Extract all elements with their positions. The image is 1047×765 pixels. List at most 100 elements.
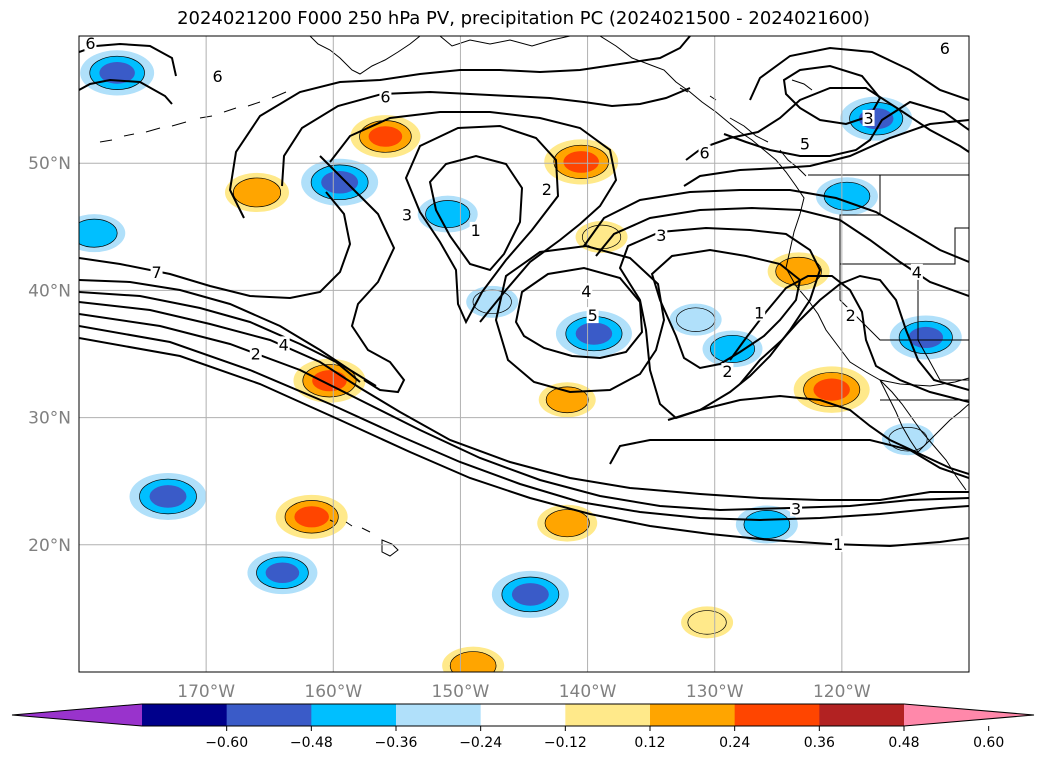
pv-contour-east-low-2 [618,226,822,420]
contour-label: 6 [85,34,95,53]
precip-shade [294,506,329,528]
colorbar-segment [311,704,397,726]
colorbar-segment [480,704,566,726]
precip-blob [793,366,870,413]
lat-tick-label: 50°N [28,154,71,174]
contour-label: 2 [251,344,261,363]
pv-contour-south-3 [79,291,361,383]
contour-label: 6 [940,39,950,58]
pv-contour-1-east [729,275,969,403]
contour-label-bg [379,88,392,105]
contour-label-bg [580,282,593,299]
colorbar-tick-label: 0.12 [634,735,665,751]
contour-label: 6 [699,143,709,162]
precip-blob [293,358,366,403]
pv-contour-ridge-1 [683,119,969,187]
colorbar-tick-label: 0.48 [888,735,919,751]
precip-shade [511,583,549,606]
precip-blob [247,551,318,595]
colorbar-tick-label: −0.12 [544,735,587,751]
colorbar-segment [396,704,482,726]
precip-blob [681,606,734,639]
contour-label-bg [910,263,923,280]
lon-tick-label: 130°W [686,682,744,702]
precip-shade [265,562,300,584]
pv-contour-south-6 [79,325,969,522]
precip-shade [99,62,135,84]
lon-tick-label: 170°W [177,682,235,702]
contour-label: 3 [791,499,801,518]
contour-label-bg [698,144,711,161]
contour-label-bg [401,206,414,223]
pv-contour-cutoff-2 [494,244,666,394]
colorbar-outline [11,703,1035,727]
contour-label-bg [249,345,262,362]
colorbar-extend-low [12,704,142,726]
precip-shade [681,606,734,639]
contour-label: 6 [380,87,390,106]
contour-label: 5 [800,134,810,153]
contour-label: 6 [212,67,222,86]
precip-blob [767,252,830,291]
contour-label-bg [721,363,734,380]
precip-shade [546,386,589,413]
precip-outline [545,386,589,414]
precip-blob [79,214,126,253]
precip-outline [89,55,145,90]
contour-label: 2 [542,180,552,199]
map-background [79,36,969,672]
precip-outline [425,200,471,229]
contour-label-bg [277,336,290,353]
colorbar-segment [565,704,651,726]
precip-outline [79,218,118,248]
precip-blob [350,115,421,158]
lon-tick-labels: 170°W 160°W 150°W 140°W 130°W 120°W [177,682,871,702]
contour-label-bg [753,304,766,321]
precip-shade [368,126,403,147]
contour-label: 4 [581,282,591,301]
precip-outline [139,478,197,515]
pv-contour-1-north [79,78,173,105]
precip-shade [312,370,347,392]
contour-label-bg [938,39,951,56]
lon-tick-label: 160°W [304,682,362,702]
colorbar-tick-label: −0.60 [205,735,248,751]
map-frame [78,35,970,673]
pv-contour-south-9 [667,394,969,475]
pv-contour-cutoff-1 [514,266,644,360]
contour-label: 5 [588,306,598,325]
contour-label-bg [798,135,811,152]
lon-tick-label: 150°W [432,682,490,702]
precip-outline [232,177,282,208]
contour-label-bg [586,307,599,324]
contour-label-bg [211,67,224,84]
precip-outline [709,334,756,363]
precip-outline [256,556,309,589]
contour-label: 1 [833,535,843,554]
precip-outline [743,510,791,539]
contour-label: 4 [279,335,289,354]
precip-shade [824,182,870,211]
precip-blob [815,177,878,216]
contour-label: 3 [402,206,412,225]
contour-label: 3 [656,226,666,245]
lon-tick-label: 120°W [813,682,871,702]
precip-shade [79,219,118,248]
precip-shade [450,651,497,672]
precip-shade [908,326,944,349]
pv-contour-east-3 [595,206,969,297]
precip-shade [149,485,187,508]
precip-shade [425,200,470,228]
contour-label-bg [469,221,482,238]
precip-blob [735,505,798,544]
contour-label: 1 [754,304,764,323]
precip-blob [301,158,379,206]
pv-contour-south-8 [609,439,969,479]
colorbar-segment [650,704,736,726]
colorbar-segment [142,704,228,726]
precip-blob [80,50,155,96]
precip-blob [537,504,598,542]
pv-contour-loop-2 [281,87,691,187]
